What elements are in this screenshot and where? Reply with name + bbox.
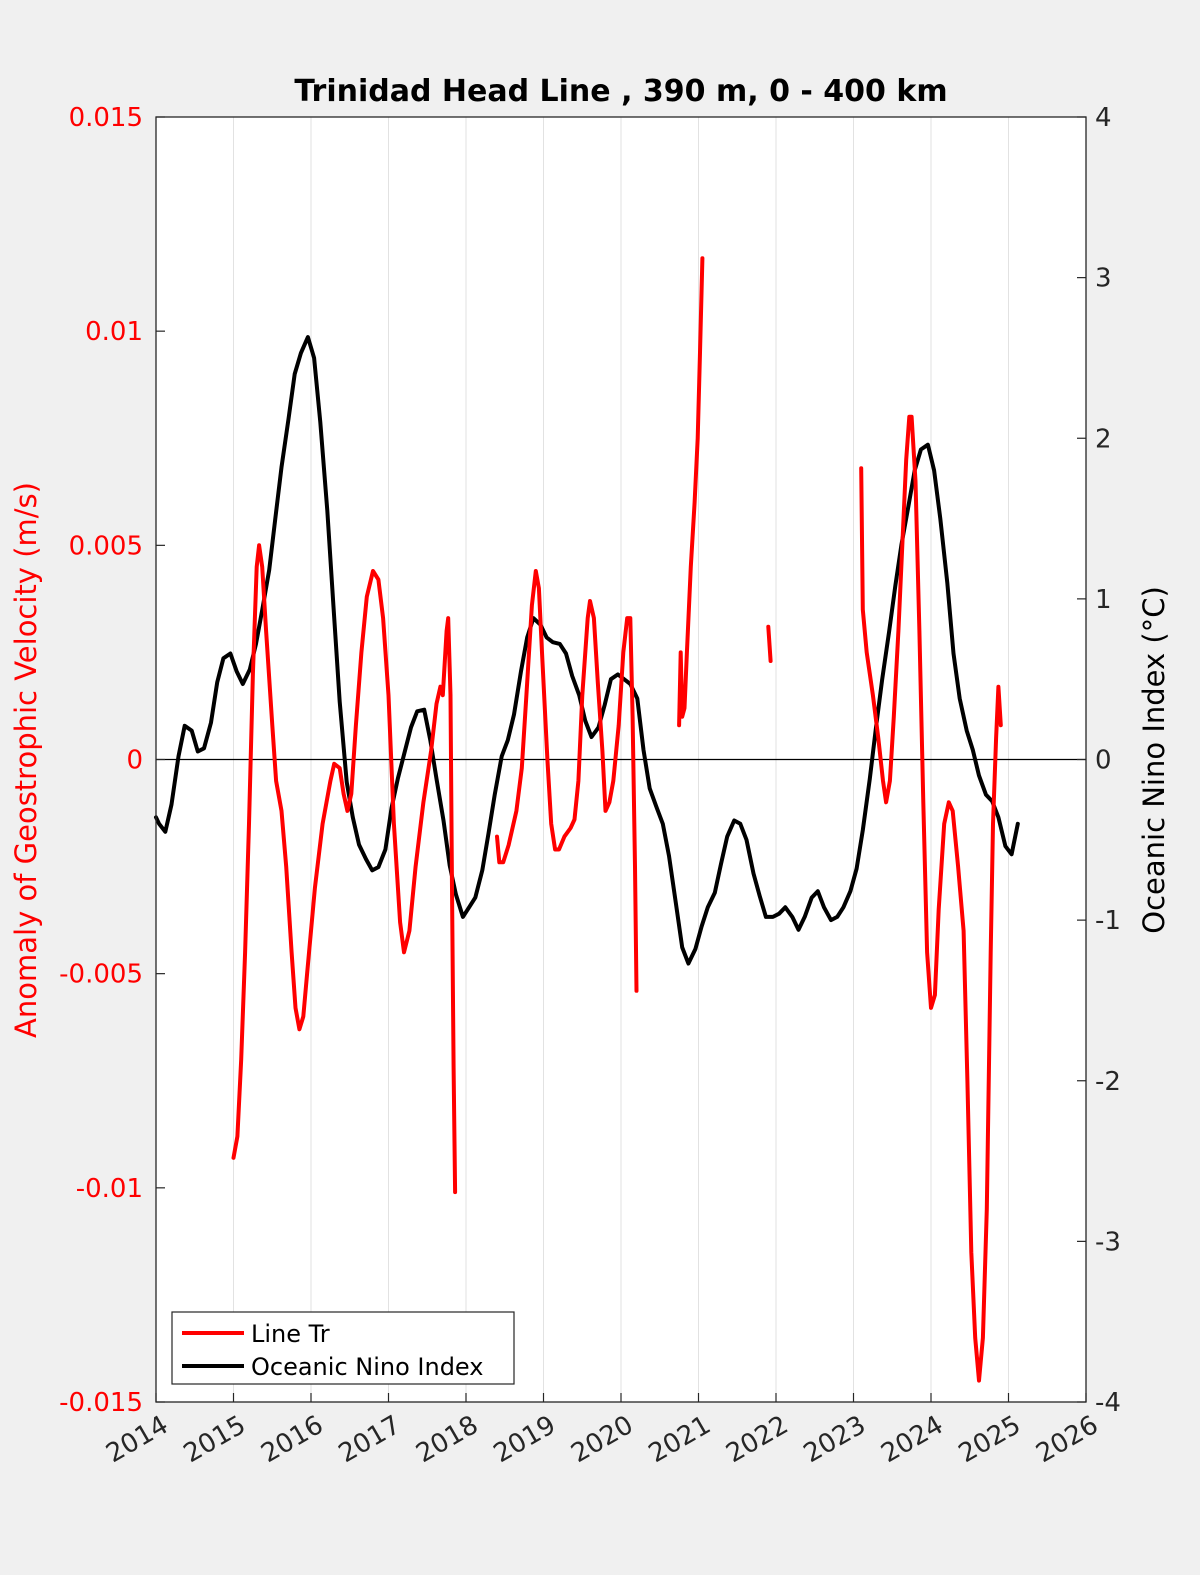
legend: Line Tr Oceanic Nino Index bbox=[171, 1311, 515, 1385]
y-left-tick-label: 0.015 bbox=[69, 103, 143, 133]
x-tick-label: 2020 bbox=[566, 1410, 638, 1469]
line-tr-series-segment bbox=[231, 543, 458, 1195]
x-tick-label: 2023 bbox=[799, 1410, 871, 1469]
y-left-tick-label: 0.01 bbox=[85, 317, 143, 347]
y-right-tick-label: -4 bbox=[1095, 1388, 1121, 1418]
x-tick-label: 2024 bbox=[876, 1410, 948, 1469]
x-tick-label: 2018 bbox=[411, 1410, 483, 1469]
y-right-tick-label: 0 bbox=[1095, 746, 1112, 776]
x-tick-label: 2026 bbox=[1031, 1410, 1103, 1469]
y-right-tick-label: -2 bbox=[1095, 1067, 1121, 1097]
x-tick-label: 2022 bbox=[721, 1410, 793, 1469]
y-left-tick-label: 0.005 bbox=[69, 531, 143, 561]
x-tick-label: 2025 bbox=[954, 1410, 1026, 1469]
oni-series-line bbox=[154, 335, 1020, 966]
y-left-tick-label: 0 bbox=[126, 746, 143, 776]
x-tick-label: 2017 bbox=[334, 1410, 406, 1469]
line-tr-series-segment bbox=[677, 256, 705, 728]
line-tr-series-segment bbox=[859, 414, 1003, 1383]
y-left-tick-label: -0.005 bbox=[59, 960, 143, 990]
y-right-tick-label: 3 bbox=[1095, 264, 1112, 294]
x-tick-label: 2016 bbox=[256, 1410, 328, 1469]
y-left-tick-label: -0.01 bbox=[76, 1174, 143, 1204]
x-tick-label: 2021 bbox=[644, 1410, 716, 1469]
right-axis-title: Oceanic Nino Index (°C) bbox=[1137, 586, 1171, 934]
left-axis-title: Anomaly of Geostrophic Velocity (m/s) bbox=[9, 482, 43, 1038]
line-tr-series-segment bbox=[495, 569, 639, 993]
legend-label-line-tr: Line Tr bbox=[251, 1320, 330, 1348]
y-right-tick-label: 1 bbox=[1095, 585, 1112, 615]
legend-box bbox=[171, 1311, 515, 1385]
legend-label-oni: Oceanic Nino Index bbox=[251, 1353, 483, 1381]
line-tr-series-segment bbox=[766, 624, 773, 663]
y-right-tick-label: -3 bbox=[1095, 1227, 1121, 1257]
y-right-tick-label: 4 bbox=[1095, 103, 1112, 133]
series-layer bbox=[154, 256, 1020, 1383]
y-right-tick-label: -1 bbox=[1095, 906, 1121, 936]
x-tick-label: 2015 bbox=[179, 1410, 251, 1469]
chart-title: Trinidad Head Line , 390 m, 0 - 400 km bbox=[294, 74, 947, 109]
x-tick-label: 2014 bbox=[101, 1410, 173, 1469]
y-left-tick-label: -0.015 bbox=[59, 1388, 143, 1418]
y-right-tick-label: 2 bbox=[1095, 424, 1112, 454]
x-tick-label: 2019 bbox=[489, 1410, 561, 1469]
